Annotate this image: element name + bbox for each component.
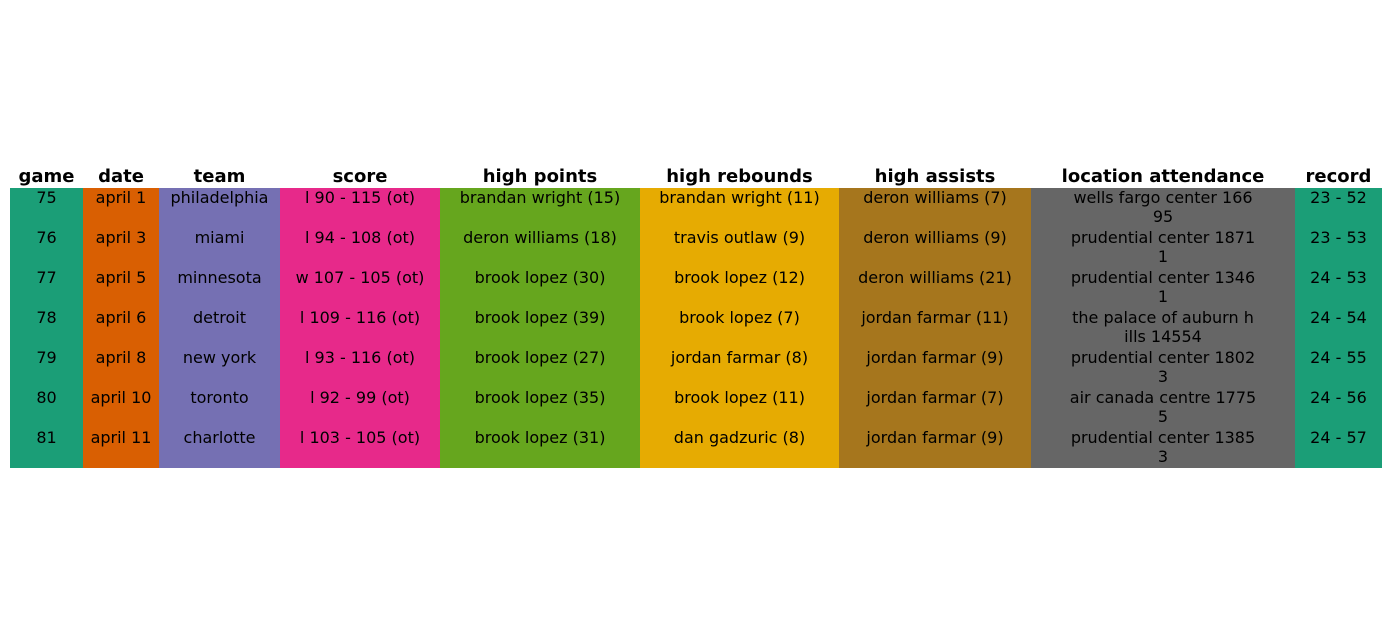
column-band-game: 75 76 77 78 79 80 81 (10, 188, 83, 468)
table-cell: 77 (36, 268, 57, 287)
table-cell: jordan farmar (8) (670, 348, 809, 367)
table-cell: april 1 (95, 188, 147, 207)
table-cell: brook lopez (11) (674, 388, 805, 407)
column-band-high-rebounds: brandan wright (11) travis outlaw (9) broo… (640, 188, 839, 468)
table-cell: prudential center 1802 3 (1070, 348, 1256, 386)
column-header-game: game (18, 166, 75, 187)
table-cell: 76 (36, 228, 57, 247)
table-cell: minnesota (177, 268, 262, 287)
table-cell: brook lopez (31) (474, 428, 606, 447)
column-band-high-assists: deron williams (7) deron williams (9) dero… (839, 188, 1031, 468)
column-band-location-attendance: wells fargo center 166 95 prudential cent… (1031, 188, 1295, 468)
table-cell: air canada centre 1775 5 (1069, 388, 1257, 426)
table-cell: april 11 (90, 428, 152, 447)
column-header-date: date (98, 166, 144, 187)
table-cell: april 3 (95, 228, 147, 247)
column-header-record: record (1305, 166, 1372, 187)
table-cell: 24 - 55 (1310, 348, 1367, 367)
table-cell: l 92 - 99 (ot) (310, 388, 410, 407)
table-cell: toronto (190, 388, 249, 407)
column-header-location-attendance: location attendance (1061, 166, 1265, 187)
table-cell: 24 - 53 (1310, 268, 1367, 287)
table-cell: april 6 (95, 308, 147, 327)
table-cell: april 5 (95, 268, 147, 287)
table-cell: brandan wright (15) (459, 188, 621, 207)
table-cell: l 94 - 108 (ot) (304, 228, 415, 247)
table-cell: dan gadzuric (8) (673, 428, 806, 447)
table-cell: 23 - 52 (1310, 188, 1367, 207)
table-cell: miami (194, 228, 245, 247)
table-cell: wells fargo center 166 95 (1073, 188, 1253, 226)
table-cell: prudential center 1871 1 (1070, 228, 1256, 266)
column-band-high-points: brandan wright (15) deron williams (18) br… (440, 188, 640, 468)
table-cell: 79 (36, 348, 57, 367)
table-cell: w 107 - 105 (ot) (295, 268, 425, 287)
table-cell: l 109 - 116 (ot) (299, 308, 421, 327)
table-cell: prudential center 1385 3 (1070, 428, 1256, 466)
table-cell: 24 - 54 (1310, 308, 1367, 327)
table-cell: 24 - 57 (1310, 428, 1367, 447)
table-cell: brook lopez (39) (474, 308, 606, 327)
table-cell: 80 (36, 388, 57, 407)
table-cell: 81 (36, 428, 57, 447)
table-cell: brook lopez (27) (474, 348, 606, 367)
table-cell: l 103 - 105 (ot) (299, 428, 421, 447)
table-cell: charlotte (183, 428, 256, 447)
table-cell: travis outlaw (9) (673, 228, 806, 247)
column-header-team: team (193, 166, 246, 187)
table-cell: 23 - 53 (1310, 228, 1367, 247)
table-cell: the palace of auburn h ills 14554 (1072, 308, 1254, 346)
column-band-team: philadelphia miami minnesota detroit new yor… (159, 188, 280, 468)
table-cell: jordan farmar (7) (866, 388, 1004, 407)
column-header-high-rebounds: high rebounds (666, 166, 813, 187)
column-band-date: april 1 april 3 april 5 april 6 april 8 april… (83, 188, 159, 468)
table-cell: brook lopez (30) (474, 268, 606, 287)
table-cell: april 8 (95, 348, 147, 367)
column-band-score: l 90 - 115 (ot) l 94 - 108 (ot) w 107 - 10… (280, 188, 440, 468)
table-cell: 24 - 56 (1310, 388, 1367, 407)
table-cell: april 10 (90, 388, 152, 407)
table-cell: brandan wright (11) (659, 188, 820, 207)
table-cell: deron williams (18) (463, 228, 617, 247)
table-cell: new york (182, 348, 257, 367)
table-cell: philadelphia (170, 188, 269, 207)
table-cell: l 93 - 116 (ot) (304, 348, 415, 367)
column-header-high-assists: high assists (874, 166, 996, 187)
column-band-record: 23 - 52 23 - 53 24 - 53 24 - 54 24 - 55 24 - … (1295, 188, 1382, 468)
column-header-score: score (332, 166, 388, 187)
table-cell: jordan farmar (9) (866, 428, 1004, 447)
table-cell: brook lopez (7) (679, 308, 800, 327)
table-cell: prudential center 1346 1 (1070, 268, 1256, 306)
table-cell: detroit (192, 308, 246, 327)
table-cell: deron williams (21) (858, 268, 1012, 287)
table-cell: brook lopez (35) (474, 388, 606, 407)
table-cell: brook lopez (12) (674, 268, 805, 287)
table-cell: jordan farmar (11) (861, 308, 1009, 327)
table-cell: l 90 - 115 (ot) (304, 188, 415, 207)
table-cell: 78 (36, 308, 57, 327)
table-cell: deron williams (9) (863, 228, 1007, 247)
table-cell: 75 (36, 188, 57, 207)
table-cell: deron williams (7) (863, 188, 1007, 207)
column-header-high-points: high points (482, 166, 598, 187)
table-cell: jordan farmar (9) (866, 348, 1004, 367)
